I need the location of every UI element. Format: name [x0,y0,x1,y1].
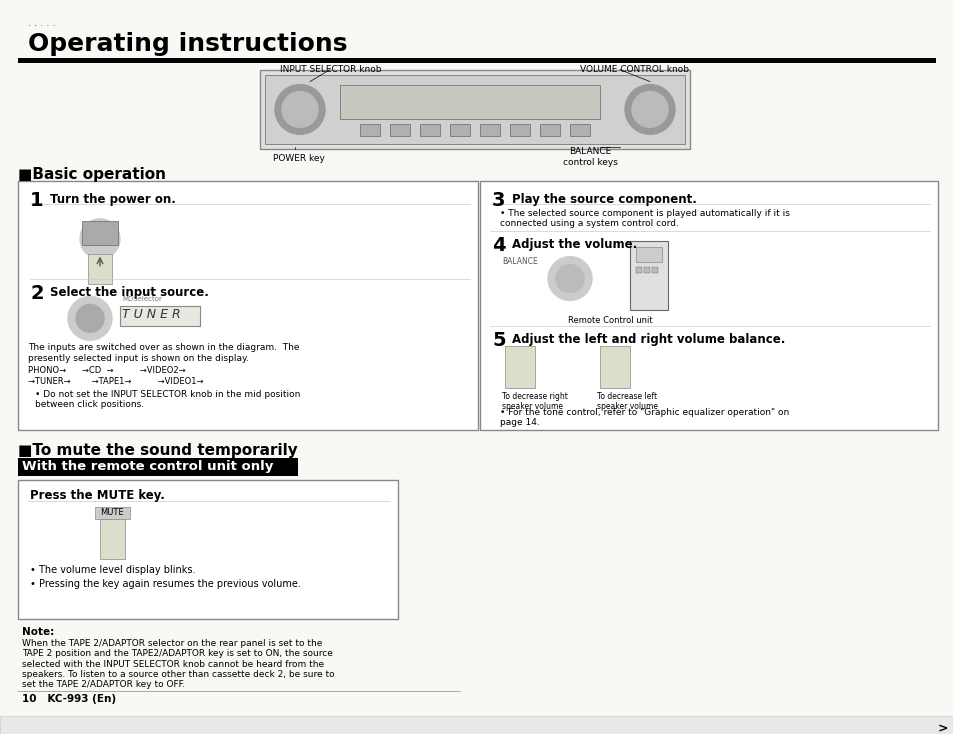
Bar [651,266,658,272]
Text: BALANCE
control keys: BALANCE control keys [562,148,617,167]
Text: • The volume level display blinks.: • The volume level display blinks. [30,565,195,575]
Circle shape [556,265,583,292]
Text: 2: 2 [30,283,44,303]
Text: Adjust the volume.: Adjust the volume. [512,238,637,251]
Text: Remote Control unit: Remote Control unit [567,317,652,325]
Text: When the TAPE 2/ADAPTOR selector on the rear panel is set to the
TAPE 2 position: When the TAPE 2/ADAPTOR selector on the … [22,638,335,689]
Text: • Pressing the key again resumes the previous volume.: • Pressing the key again resumes the pre… [30,579,300,589]
Bar [0,717,953,734]
Bar [265,75,684,144]
Circle shape [624,85,675,134]
Bar [18,480,397,619]
Text: INPUT SELECTOR knob: INPUT SELECTOR knob [280,65,381,74]
Bar [419,125,439,137]
Bar [450,125,470,137]
Bar [636,246,661,262]
Text: 1: 1 [30,191,44,210]
Bar [636,266,641,272]
Bar [539,125,559,137]
Text: MUTE: MUTE [100,508,124,517]
Bar [100,520,125,559]
Text: Turn the power on.: Turn the power on. [50,193,175,206]
Bar [643,266,649,272]
Text: • For the tone control, refer to "Graphic equalizer operation" on
page 14.: • For the tone control, refer to "Graphi… [499,408,788,427]
Text: >: > [937,723,947,735]
Text: BALANCE: BALANCE [501,257,537,266]
Circle shape [282,92,317,128]
Text: ■Basic operation: ■Basic operation [18,167,166,182]
Bar [569,125,589,137]
Circle shape [80,219,120,259]
Text: Note:: Note: [22,627,54,637]
Bar [479,181,937,430]
Circle shape [76,305,104,332]
Circle shape [274,85,325,134]
Text: • The selected source component is played automatically if it is
connected using: • The selected source component is playe… [499,209,789,228]
Text: To decrease right
speaker volume: To decrease right speaker volume [501,392,567,411]
Circle shape [547,257,592,300]
Bar [260,69,689,149]
Text: ■To mute the sound temporarily: ■To mute the sound temporarily [18,443,297,458]
Text: Adjust the left and right volume balance.: Adjust the left and right volume balance… [512,334,784,346]
Bar [339,85,599,120]
Text: Operating instructions: Operating instructions [28,32,347,56]
Text: . . . . .: . . . . . [28,18,55,28]
Text: Select the input source.: Select the input source. [50,286,209,299]
Text: MDSelector: MDSelector [122,297,162,303]
Text: To decrease left
speaker volume: To decrease left speaker volume [597,392,658,411]
Text: With the remote control unit only: With the remote control unit only [22,460,274,472]
Text: VOLUME CONTROL knob: VOLUME CONTROL knob [579,65,688,74]
Bar [390,125,410,137]
Text: The inputs are switched over as shown in the diagram.  The
presently selected in: The inputs are switched over as shown in… [28,343,299,362]
Bar [18,58,935,63]
Bar [82,221,118,245]
Text: 3: 3 [492,191,505,210]
Text: T U N E R: T U N E R [122,308,180,322]
Bar [479,125,499,137]
Bar [599,346,629,388]
Bar [510,125,530,137]
Bar [18,181,477,430]
Bar [359,125,379,137]
Text: 10   KC-993 (En): 10 KC-993 (En) [22,694,116,705]
Bar [95,508,130,520]
Text: 5: 5 [492,331,505,351]
Text: PHONO→      →CD  →          →VIDEO2→
→TUNER→        →TAPE1→          →VIDEO1→: PHONO→ →CD → →VIDEO2→ →TUNER→ →TAPE1→ →V… [28,366,203,385]
Bar [18,458,297,475]
Text: 4: 4 [492,236,505,255]
Bar [88,254,112,283]
Text: Play the source component.: Play the source component. [512,193,696,206]
Bar [629,241,667,311]
Circle shape [631,92,667,128]
Bar [120,306,200,326]
Bar [504,346,535,388]
Circle shape [68,297,112,340]
Text: • Do not set the INPUT SELECTOR knob in the mid position
between click positions: • Do not set the INPUT SELECTOR knob in … [35,390,300,410]
Text: Press the MUTE key.: Press the MUTE key. [30,489,165,503]
Text: POWER key: POWER key [273,154,325,163]
